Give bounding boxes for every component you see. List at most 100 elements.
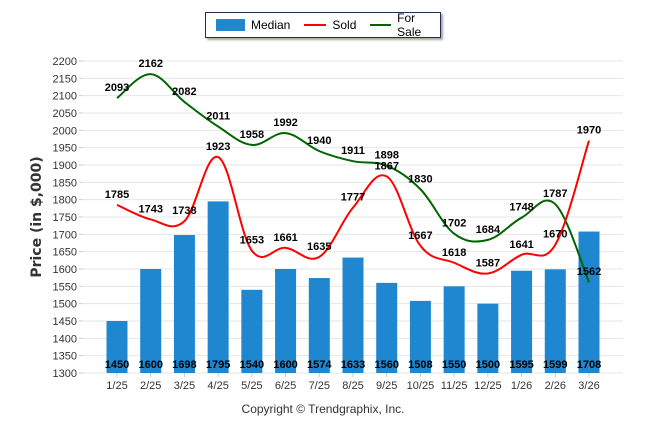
sold-data-label: 1653 — [240, 235, 264, 247]
y-tick-label: 1600 — [53, 264, 77, 276]
y-tick-label: 2050 — [53, 108, 77, 120]
legend-item-median: Median — [216, 18, 290, 32]
x-tick-label: 2/25 — [140, 380, 161, 392]
median-data-label: 1795 — [206, 359, 230, 371]
y-tick-label: 1350 — [53, 351, 77, 363]
x-tick-label: 5/25 — [241, 380, 262, 392]
y-tick-label: 1800 — [53, 195, 77, 207]
legend-label: Sold — [332, 18, 357, 32]
median-bar — [544, 269, 566, 373]
for-sale-data-label: 1911 — [341, 145, 365, 157]
median-data-label: 1708 — [577, 359, 601, 371]
sold-data-label: 1867 — [374, 160, 398, 172]
median-bar — [275, 269, 297, 373]
y-axis-title: Price (in $,000) — [29, 156, 45, 277]
median-bar — [409, 300, 431, 373]
median-bar — [173, 235, 195, 373]
for-sale-data-label: 2093 — [105, 82, 129, 94]
y-tick-label: 1750 — [53, 212, 77, 224]
legend-swatch — [370, 24, 392, 26]
median-bar — [207, 201, 229, 373]
median-bar — [578, 231, 600, 373]
median-data-label: 1574 — [307, 359, 332, 371]
x-tick-label: 7/25 — [309, 380, 330, 392]
sold-data-label: 1785 — [105, 189, 129, 201]
median-data-label: 1595 — [509, 359, 533, 371]
y-tick-label: 1550 — [53, 281, 77, 293]
legend-swatch — [216, 19, 245, 31]
legend-label: For Sale — [397, 11, 422, 39]
median-bar — [342, 257, 364, 373]
for-sale-data-label: 1702 — [442, 218, 466, 230]
legend-label: Median — [251, 18, 291, 32]
x-tick-label: 3/26 — [578, 380, 599, 392]
for-sale-data-label: 1562 — [577, 266, 601, 278]
y-tick-label: 2100 — [53, 91, 77, 103]
for-sale-data-label: 2011 — [206, 111, 230, 123]
sold-data-label: 1777 — [341, 192, 365, 204]
median-bar — [106, 321, 128, 373]
sold-data-label: 1618 — [442, 247, 466, 259]
sold-data-label: 1923 — [206, 141, 230, 153]
median-bar — [376, 282, 398, 373]
x-tick-label: 9/25 — [376, 380, 397, 392]
median-data-label: 1500 — [476, 359, 500, 371]
legend-swatch — [304, 24, 327, 26]
y-tick-label: 2000 — [53, 125, 77, 137]
sold-data-label: 1670 — [543, 229, 567, 241]
median-data-label: 1540 — [240, 359, 264, 371]
y-tick-label: 1700 — [53, 229, 77, 241]
y-tick-label: 1900 — [53, 160, 77, 172]
for-sale-data-label: 2082 — [172, 86, 196, 98]
sold-line — [116, 140, 590, 275]
sold-data-label: 1743 — [138, 203, 162, 215]
median-data-label: 1599 — [543, 359, 567, 371]
median-data-label: 1698 — [172, 359, 196, 371]
x-tick-label: 3/25 — [174, 380, 195, 392]
for-sale-data-label: 1940 — [307, 135, 331, 147]
x-tick-label: 1/25 — [106, 380, 127, 392]
x-tick-label: 12/25 — [474, 380, 502, 392]
for-sale-data-label: 1684 — [476, 224, 501, 236]
median-data-label: 1550 — [442, 359, 466, 371]
x-tick-label: 8/25 — [342, 380, 363, 392]
x-tick-label: 6/25 — [275, 380, 296, 392]
x-tick-label: 10/25 — [407, 380, 435, 392]
y-tick-label: 1400 — [53, 333, 77, 345]
x-tick-label: 4/25 — [207, 380, 228, 392]
median-data-label: 1508 — [408, 359, 432, 371]
median-data-label: 1600 — [273, 359, 297, 371]
for-sale-data-label: 1787 — [543, 188, 567, 200]
median-bar — [241, 289, 263, 373]
legend-item-sold: Sold — [304, 18, 356, 32]
chart-legend: Median Sold For Sale — [205, 11, 441, 39]
sold-data-label: 1970 — [577, 125, 601, 137]
sold-data-label: 1587 — [476, 258, 500, 270]
median-data-label: 1633 — [341, 359, 365, 371]
y-tick-label: 1950 — [53, 143, 77, 155]
median-bar — [477, 303, 499, 373]
median-bar — [140, 269, 162, 373]
for-sale-data-label: 1992 — [273, 117, 297, 129]
for-sale-data-label: 1830 — [408, 173, 432, 185]
y-tick-label: 2150 — [53, 73, 77, 85]
y-tick-label: 1650 — [53, 247, 77, 259]
median-bar — [308, 278, 330, 373]
median-bar — [443, 286, 465, 373]
median-data-label: 1560 — [374, 359, 398, 371]
for-sale-data-label: 1958 — [240, 129, 264, 141]
y-tick-label: 1300 — [53, 368, 77, 380]
sold-data-label: 1667 — [408, 230, 432, 242]
for-sale-data-label: 1898 — [374, 150, 398, 162]
median-data-label: 1450 — [105, 359, 129, 371]
y-tick-label: 1850 — [53, 177, 77, 189]
x-tick-label: 2/26 — [545, 380, 566, 392]
sold-data-label: 1641 — [509, 239, 533, 251]
median-data-label: 1600 — [138, 359, 162, 371]
for-sale-line — [116, 73, 590, 283]
y-tick-label: 1450 — [53, 316, 77, 328]
for-sale-data-label: 2162 — [138, 58, 162, 70]
y-tick-label: 1500 — [53, 299, 77, 311]
sold-data-label: 1738 — [172, 205, 196, 217]
